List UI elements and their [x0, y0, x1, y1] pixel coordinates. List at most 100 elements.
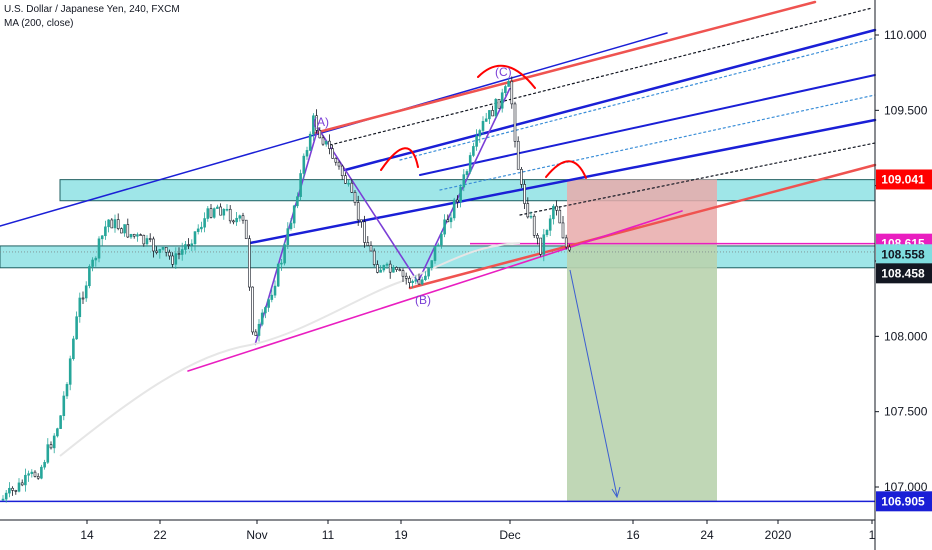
candle-body	[289, 222, 293, 229]
candle-body	[459, 186, 462, 203]
candle-body	[184, 244, 187, 250]
candle-body	[196, 228, 200, 232]
candle-body	[398, 269, 402, 271]
candle-body	[497, 98, 501, 109]
candle-body	[417, 279, 421, 285]
candle-body	[424, 275, 427, 281]
candle-body	[523, 184, 526, 204]
candle-body	[212, 208, 216, 218]
time-tick-label: Nov	[246, 528, 267, 542]
candle-body	[91, 259, 94, 267]
candle-body	[315, 115, 318, 131]
candle-body	[507, 81, 510, 87]
candle-body	[129, 233, 133, 238]
channel-lower-red-line	[408, 163, 877, 290]
candle-body	[513, 103, 517, 142]
candle-body	[504, 86, 507, 94]
candle-body	[177, 253, 181, 255]
candle-body	[347, 182, 350, 185]
candle-body	[107, 219, 110, 228]
candle-body	[209, 208, 213, 218]
candle-body	[244, 219, 248, 239]
candle-body	[1, 498, 5, 501]
candle-body	[542, 234, 546, 255]
candle-body	[248, 238, 251, 288]
dotted-parallel-line	[329, 7, 873, 146]
candle-body	[40, 466, 43, 479]
candle-body	[123, 224, 126, 234]
candle-body	[321, 137, 325, 145]
blue-parallel-line-3	[248, 118, 877, 245]
price-tag-label: 108.458	[881, 266, 925, 280]
price-tag-box	[876, 263, 932, 284]
candle-body	[203, 218, 206, 228]
ma-200-line	[59, 242, 521, 457]
candle-body	[561, 222, 565, 239]
candle-body	[382, 265, 386, 271]
candle-body	[539, 237, 542, 255]
candle-body	[139, 234, 142, 236]
light-blue-dotted-line-2	[439, 94, 876, 191]
time-tick-label: 19	[394, 528, 408, 542]
candle-body	[334, 158, 338, 163]
candle-body	[148, 238, 152, 240]
candle-body	[264, 307, 267, 314]
price-tag-box	[876, 244, 932, 265]
candle-body	[4, 492, 8, 500]
candle-body	[360, 219, 363, 223]
candle-body	[427, 267, 430, 277]
candle-body	[286, 228, 290, 245]
candle-body	[420, 279, 424, 285]
candle-body	[116, 219, 120, 229]
candle-body	[97, 238, 101, 259]
candle-body	[318, 130, 322, 139]
candle-body	[110, 219, 114, 229]
take-profit-box	[567, 243, 717, 502]
candle-body	[292, 205, 296, 224]
time-tick-label: 1	[869, 528, 876, 542]
projection-arrow-head	[611, 486, 621, 499]
channel-upper-blue-line	[0, 32, 668, 227]
candle-body	[324, 140, 328, 145]
candle-body	[200, 226, 203, 230]
candle-body	[8, 487, 11, 494]
candle-body	[43, 462, 46, 468]
candle-body	[136, 234, 139, 237]
candle-body	[17, 482, 21, 492]
time-tick-label: 24	[700, 528, 714, 542]
candle-body	[404, 275, 408, 279]
head-arc	[477, 64, 536, 89]
candle-body	[532, 215, 536, 236]
time-tick-label: Dec	[499, 528, 520, 542]
candle-body	[472, 146, 475, 156]
price-tag-label: 109.041	[881, 172, 925, 186]
candle-body	[520, 169, 523, 185]
candle-body	[388, 263, 392, 273]
chart-legend: U.S. Dollar / Japanese Yen, 240, FXCM MA…	[4, 3, 180, 31]
candle-body	[516, 140, 520, 170]
candle-body	[475, 135, 478, 147]
candle-body	[100, 235, 104, 240]
time-tick-label: 11	[322, 528, 335, 542]
annotations-layer: (A) (B) (C)	[313, 65, 512, 307]
candle-body	[68, 358, 72, 385]
candle-body	[536, 235, 539, 239]
candle-body	[161, 247, 165, 250]
candle-body	[491, 110, 494, 117]
price-tag-label: 106.905	[881, 494, 925, 508]
candle-body	[46, 444, 50, 463]
time-tick-label: 16	[626, 528, 640, 542]
indicator-title: MA (200, close)	[4, 18, 74, 29]
candle-body	[468, 155, 472, 172]
candle-body	[500, 92, 504, 109]
candle-body	[465, 171, 469, 175]
candle-body	[132, 233, 136, 237]
candle-body	[401, 270, 405, 277]
channel-upper-red-line	[313, 0, 817, 135]
candle-body	[84, 285, 88, 299]
candle-body	[564, 237, 568, 248]
candle-body	[456, 199, 459, 203]
candle-body	[216, 206, 219, 209]
